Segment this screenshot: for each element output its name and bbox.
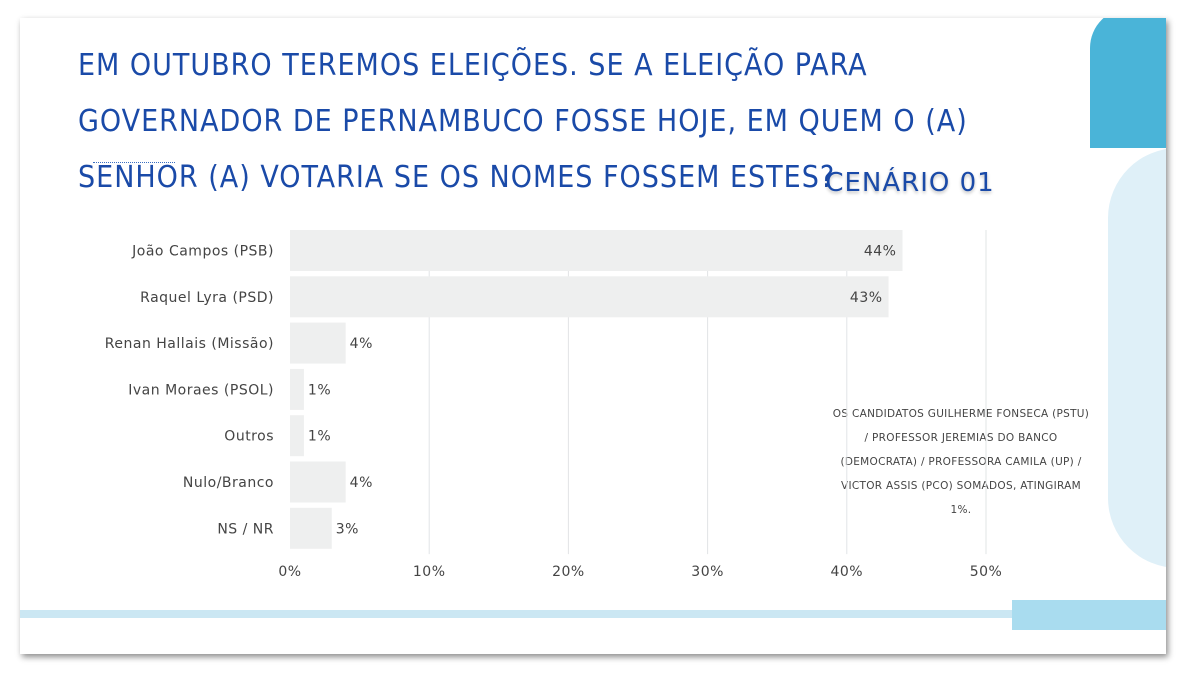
data-label: 1% (308, 429, 331, 445)
x-tick-label: 30% (691, 564, 724, 580)
bar (290, 461, 346, 503)
bar (290, 322, 346, 364)
category-label: Outros (224, 429, 274, 445)
x-tick-label: 50% (970, 564, 1003, 580)
category-label: Nulo/Branco (183, 475, 274, 491)
decorative-shape-right (1108, 148, 1166, 568)
data-label: 3% (336, 521, 359, 537)
scenario-label: CENÁRIO 01 (825, 168, 995, 198)
data-label: 43% (850, 290, 883, 306)
category-label: Raquel Lyra (PSD) (140, 290, 274, 306)
bar (290, 276, 889, 318)
category-label: Ivan Moraes (PSOL) (128, 382, 274, 398)
data-label: 1% (308, 382, 331, 398)
data-label: 4% (350, 336, 373, 352)
bar (290, 230, 903, 271)
bar (290, 507, 332, 549)
category-label: NS / NR (217, 521, 274, 537)
dotted-divider (93, 162, 175, 163)
page-title: Em outubro teremos eleições. Se a eleiçã… (78, 48, 968, 195)
x-tick-label: 0% (278, 564, 301, 580)
slide: Em outubro teremos eleições. Se a eleiçã… (20, 18, 1166, 654)
decorative-bottom-box (1012, 600, 1166, 630)
bar (290, 415, 304, 457)
data-label: 44% (864, 244, 897, 260)
x-tick-label: 40% (830, 564, 863, 580)
bar (290, 368, 304, 410)
decorative-shape-top (1090, 18, 1166, 148)
x-tick-label: 20% (552, 564, 585, 580)
category-label: João Campos (PSB) (131, 244, 274, 260)
footnote: OS CANDIDATOS GUILHERME FONSECA (PSTU) /… (832, 408, 1090, 516)
category-label: Renan Hallais (Missão) (105, 336, 274, 352)
decorative-bottom-line (20, 610, 1166, 618)
data-label: 4% (350, 475, 373, 491)
x-tick-label: 10% (413, 564, 446, 580)
